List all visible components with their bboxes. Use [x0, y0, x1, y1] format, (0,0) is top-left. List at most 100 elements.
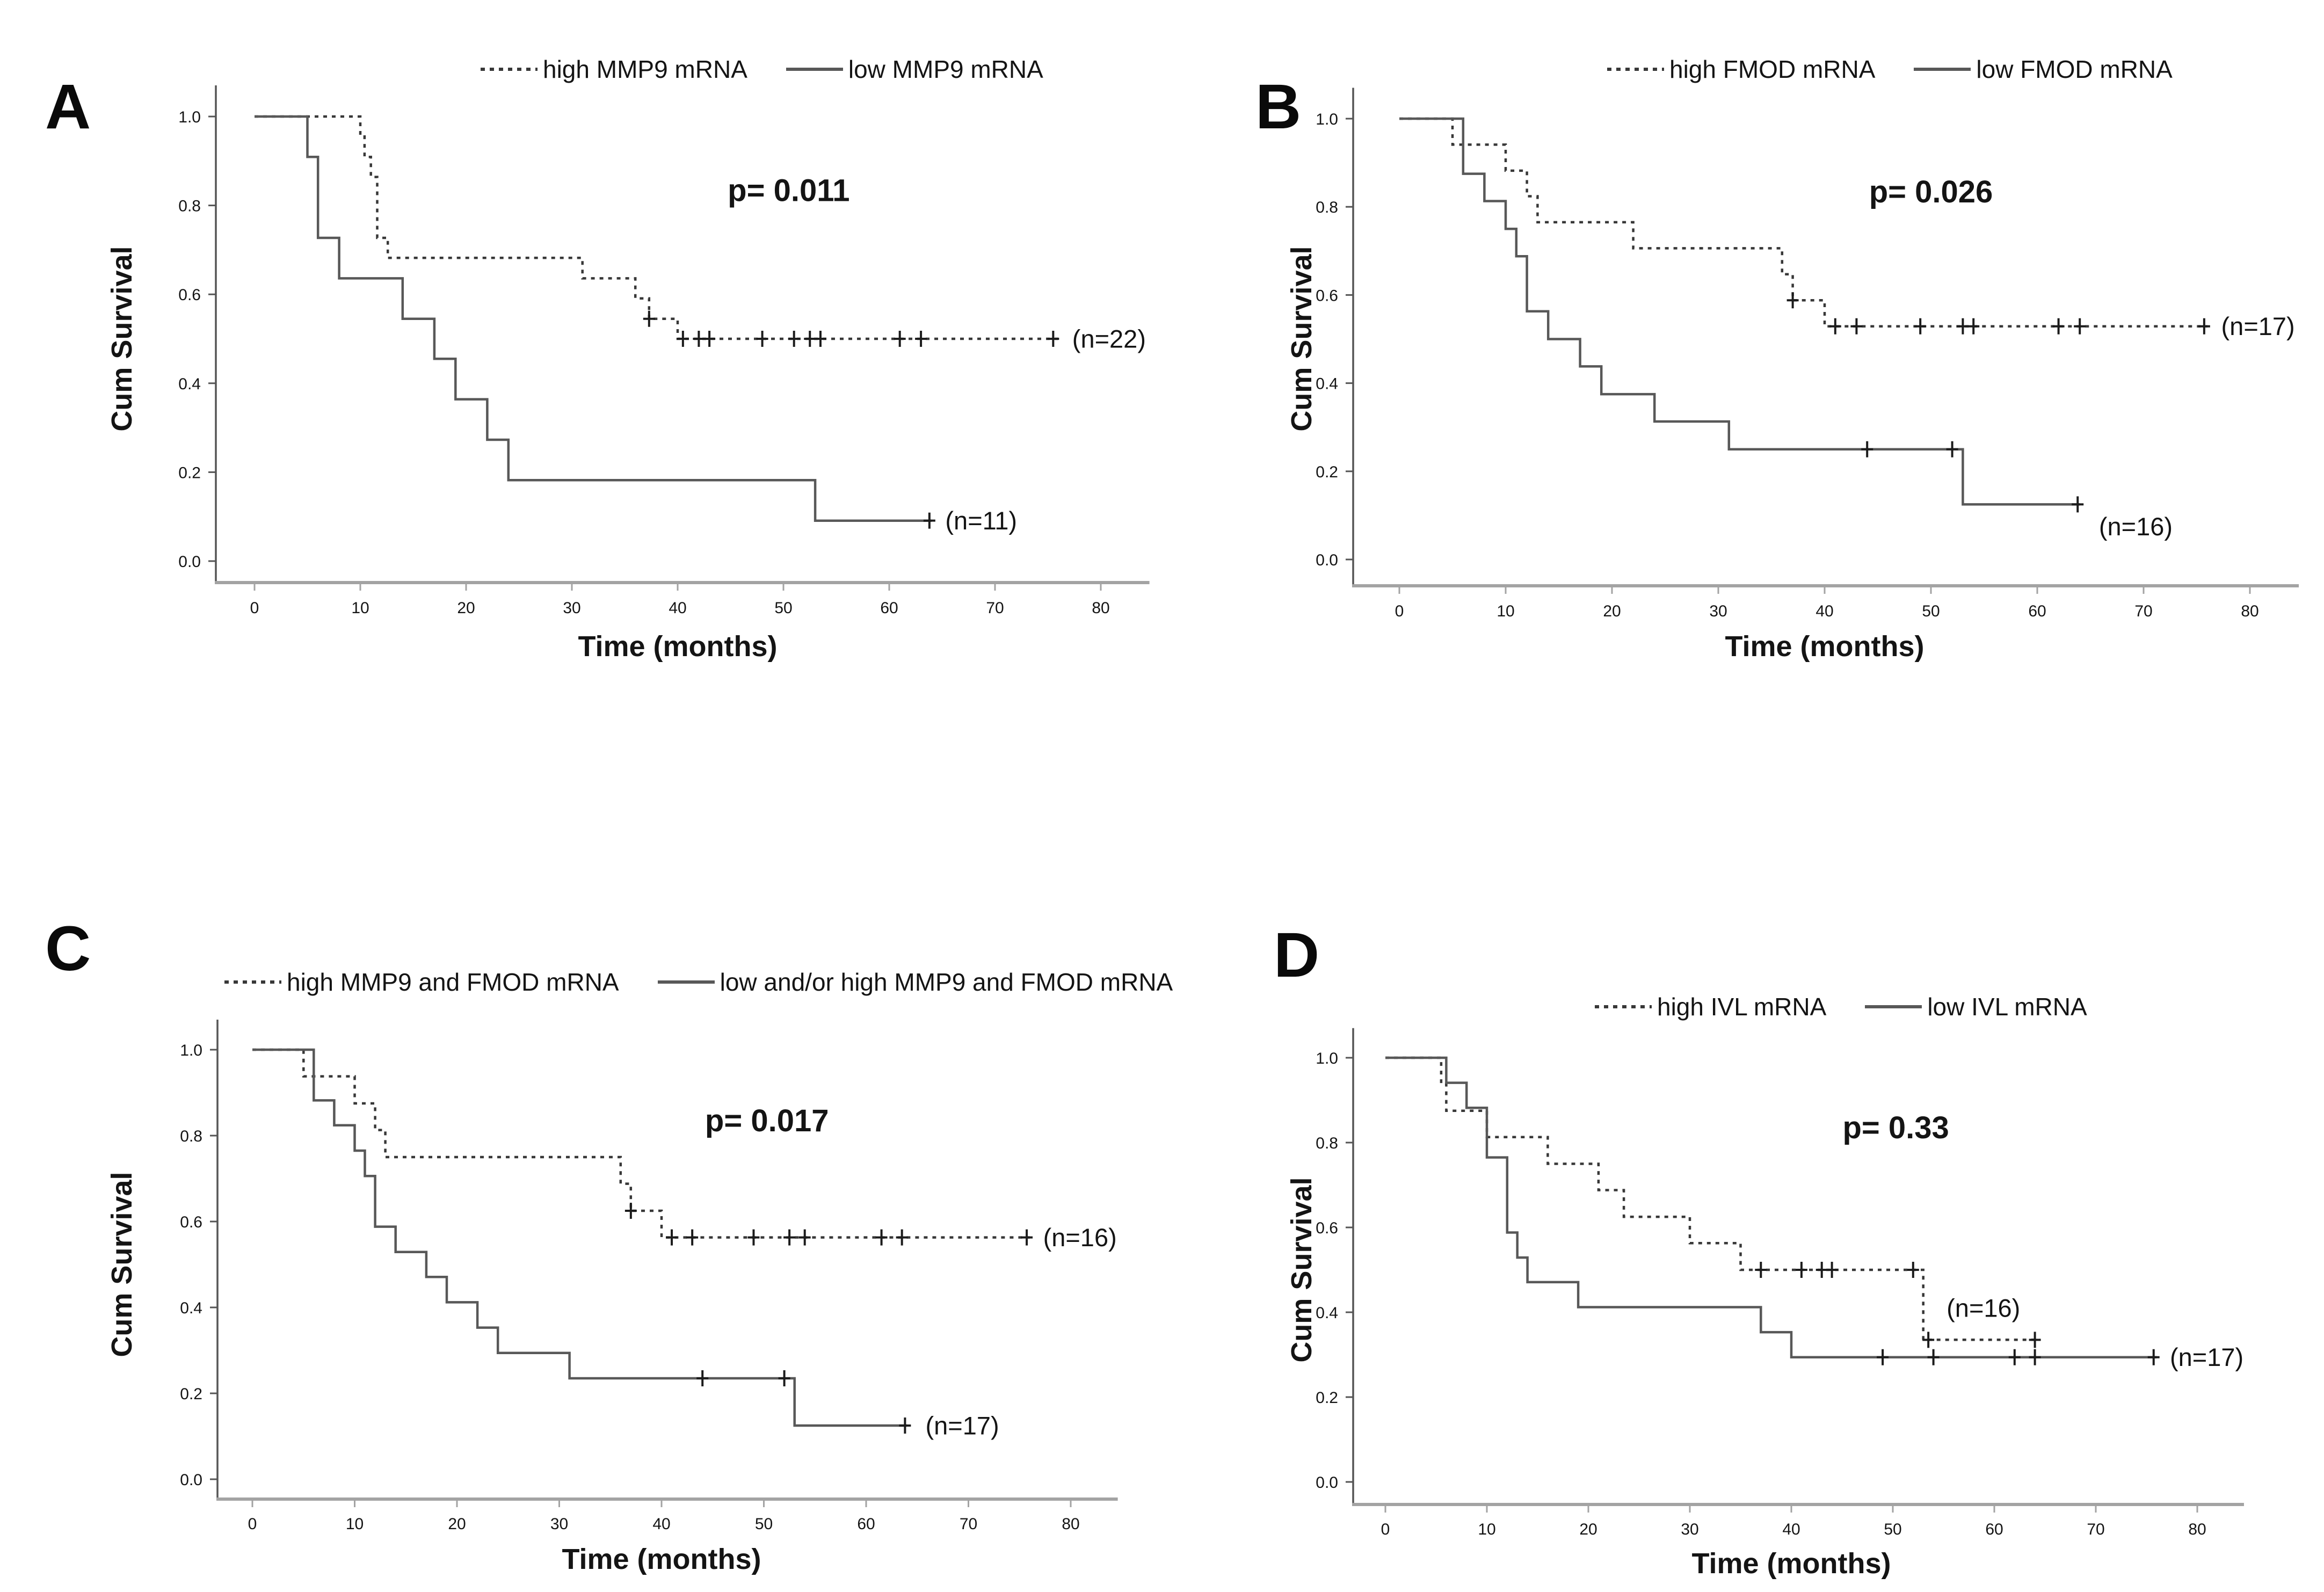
x-tick-label: 20	[1603, 602, 1621, 620]
x-tick-label: 70	[2087, 1521, 2104, 1538]
y-tick-label: 0.6	[178, 286, 201, 304]
panel-label-b: B	[1255, 71, 1302, 142]
x-tick-label: 60	[2028, 602, 2046, 620]
x-tick-label: 0	[250, 599, 259, 617]
y-axis-title: Cum Survival	[1286, 246, 1318, 431]
legend-item-low: low FMOD mRNA	[1914, 55, 2173, 84]
x-tick-label: 60	[880, 599, 898, 617]
y-tick-label: 0.2	[1316, 463, 1338, 481]
x-tick-label: 30	[1681, 1521, 1698, 1538]
x-tick-label: 20	[448, 1515, 466, 1533]
p-value-label: p= 0.011	[728, 173, 849, 208]
n-count-label: (n=16)	[2099, 512, 2173, 541]
n-count-label: (n=16)	[1043, 1223, 1117, 1252]
x-tick-label: 70	[986, 599, 1004, 617]
panel-b: B high FMOD mRNA low FMOD mRNA 1.0 0.8 0.6…	[1246, 16, 2324, 741]
x-tick-label: 0	[248, 1515, 257, 1533]
km-curve-dashed	[255, 115, 1059, 340]
y-tick-label: 0.4	[178, 375, 201, 393]
y-tick-label: 0.8	[1316, 199, 1338, 216]
solid-line-sample	[1914, 68, 1971, 71]
x-tick-label: 50	[774, 599, 792, 617]
km-plot-d: 1.0 0.8 0.6 0.4 0.2 0.0 0 10 20 30 40 50 60 70 80 Time …	[1286, 1028, 2244, 1580]
x-tick-label: 0	[1381, 1521, 1390, 1538]
legend-label-low: low MMP9 mRNA	[848, 55, 1043, 83]
n-count-label: (n=22)	[1072, 325, 1146, 353]
legend-item-high: high MMP9 and FMOD mRNA	[224, 968, 619, 997]
x-axis-title: Time (months)	[562, 1543, 761, 1575]
panel-label-a: A	[45, 71, 92, 142]
x-axis-title: Time (months)	[578, 630, 777, 663]
km-curve-solid	[1385, 1056, 2157, 1358]
solid-line-sample	[1865, 1005, 1922, 1008]
km-curve-dashed	[1399, 117, 2207, 328]
legend-label-high: high IVL mRNA	[1657, 993, 1827, 1021]
y-axis-title: Cum Survival	[106, 246, 138, 431]
x-tick-label: 40	[1815, 602, 1833, 620]
x-tick-label: 60	[1985, 1521, 2003, 1538]
y-tick-label: 0.6	[180, 1213, 202, 1231]
x-tick-label: 30	[563, 599, 580, 617]
legend-item-high: high MMP9 mRNA	[481, 55, 747, 84]
y-tick-label: 0.4	[1316, 1304, 1338, 1322]
legend-a: high MMP9 mRNA low MMP9 mRNA	[481, 55, 1043, 84]
x-tick-label: 20	[457, 599, 475, 617]
p-value-label: p= 0.33	[1843, 1110, 1949, 1145]
x-tick-label: 80	[1092, 599, 1109, 617]
x-tick-label: 70	[960, 1515, 977, 1533]
y-tick-label: 0.2	[178, 464, 201, 482]
legend-item-high: high FMOD mRNA	[1607, 55, 1875, 84]
legend-c: high MMP9 and FMOD mRNA low and/or high …	[224, 968, 1173, 997]
x-tick-label: 80	[1062, 1515, 1079, 1533]
panel-label-c: C	[45, 913, 92, 984]
y-tick-label: 0.8	[1316, 1135, 1338, 1152]
y-axis-title: Cum Survival	[1286, 1177, 1318, 1362]
y-tick-label: 0.6	[1316, 1219, 1338, 1237]
x-tick-label: 40	[652, 1515, 670, 1533]
dashed-line-sample	[1607, 68, 1664, 71]
x-tick-label: 10	[1497, 602, 1514, 620]
y-tick-label: 0.8	[180, 1128, 202, 1145]
n-count-label: (n=17)	[925, 1412, 999, 1440]
x-axis-title: Time (months)	[1691, 1547, 1891, 1580]
legend-b: high FMOD mRNA low FMOD mRNA	[1607, 55, 2173, 84]
km-curve-dashed	[1385, 1056, 2040, 1341]
x-axis-title: Time (months)	[1725, 630, 1924, 663]
x-tick-label: 40	[1782, 1521, 1800, 1538]
solid-line-sample	[657, 980, 715, 984]
y-tick-label: 1.0	[1316, 111, 1338, 128]
x-tick-label: 10	[346, 1515, 364, 1533]
legend-d: high IVL mRNA low IVL mRNA	[1595, 992, 2087, 1021]
x-tick-label: 40	[669, 599, 686, 617]
dashed-line-sample	[481, 68, 538, 71]
x-tick-label: 30	[550, 1515, 568, 1533]
legend-item-low: low MMP9 mRNA	[786, 55, 1043, 84]
legend-item-low: low and/or high MMP9 and FMOD mRNA	[657, 968, 1173, 997]
x-tick-label: 50	[1884, 1521, 1901, 1538]
x-tick-label: 0	[1395, 602, 1404, 620]
x-tick-label: 80	[2241, 602, 2258, 620]
y-tick-label: 1.0	[180, 1042, 202, 1059]
x-tick-label: 80	[2188, 1521, 2206, 1538]
legend-label-low: low IVL mRNA	[1927, 993, 2087, 1021]
dashed-line-sample	[224, 980, 281, 984]
legend-label-low: low FMOD mRNA	[1976, 55, 2173, 83]
legend-item-low: low IVL mRNA	[1865, 992, 2087, 1021]
p-value-label: p= 0.026	[1869, 175, 1993, 209]
panel-a: A high MMP9 mRNA low MMP9 mRNA 1.0 0.8 0.6…	[21, 16, 1176, 741]
panel-label-d: D	[1274, 920, 1320, 991]
panel-d: D high IVL mRNA low IVL mRNA 1.0 0.8 0.6 0.…	[1246, 907, 2324, 1592]
y-tick-label: 1.0	[178, 108, 201, 126]
y-tick-label: 0.0	[178, 553, 201, 571]
panel-c: C high MMP9 and FMOD mRNA low and/or hig…	[21, 907, 1176, 1592]
y-tick-label: 0.6	[1316, 287, 1338, 304]
x-tick-label: 20	[1579, 1521, 1597, 1538]
n-count-label: (n=17)	[2170, 1343, 2243, 1371]
y-tick-label: 0.2	[180, 1385, 202, 1403]
x-tick-label: 30	[1709, 602, 1727, 620]
legend-label-high: high MMP9 mRNA	[543, 55, 747, 83]
legend-label-high: high MMP9 and FMOD mRNA	[287, 968, 619, 996]
x-tick-label: 60	[857, 1515, 875, 1533]
x-tick-label: 10	[351, 599, 369, 617]
